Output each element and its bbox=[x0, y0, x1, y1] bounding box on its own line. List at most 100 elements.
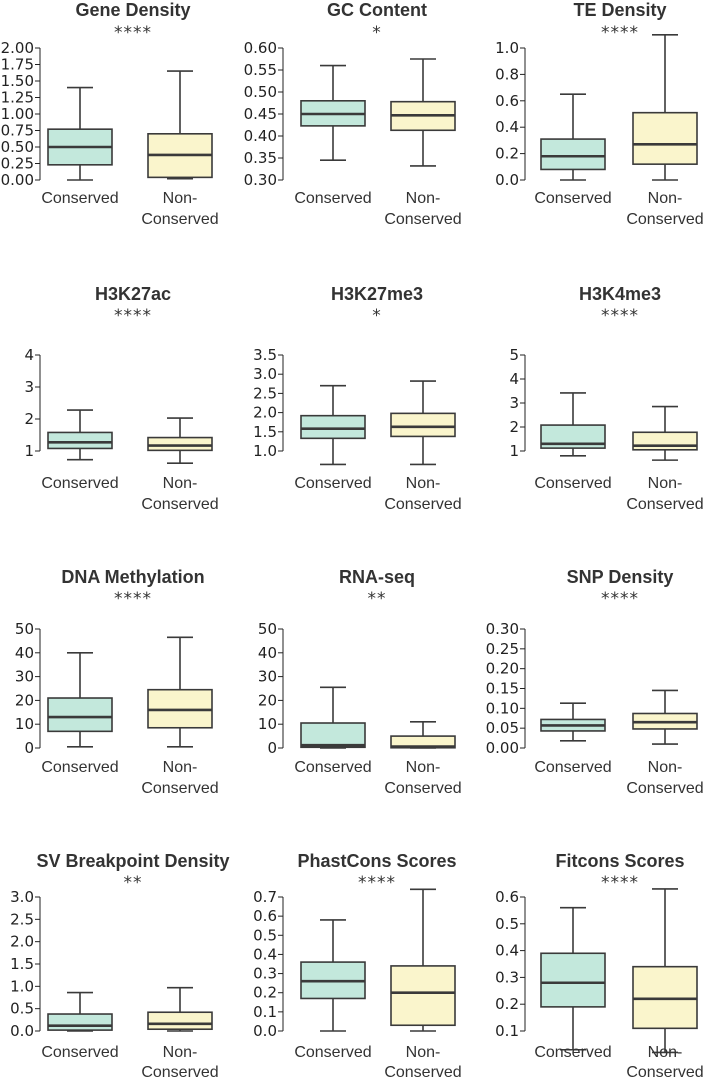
chart-title: H3K27ac bbox=[95, 284, 171, 304]
y-tick-label: 1.5 bbox=[253, 423, 277, 441]
y-tick-label: 1.0 bbox=[495, 39, 519, 57]
box-conserved bbox=[47, 431, 113, 450]
y-tick-label: 0.4 bbox=[253, 945, 277, 963]
x-tick-label: Non- bbox=[648, 1044, 683, 1061]
y-tick-label: 0.05 bbox=[486, 719, 519, 737]
x-tick-label: Conserved bbox=[626, 211, 703, 228]
y-tick-label: 0.3 bbox=[495, 968, 519, 986]
x-tick-label: Conserved bbox=[384, 780, 461, 797]
y-tick-label: 0.2 bbox=[495, 995, 519, 1013]
box-conserved bbox=[47, 1013, 113, 1031]
y-tick-label: 2 bbox=[24, 410, 34, 428]
x-tick-label: Conserved bbox=[294, 759, 371, 776]
y-tick-label: 50 bbox=[258, 620, 277, 638]
y-tick-label: 0.25 bbox=[486, 640, 519, 658]
box-conserved bbox=[47, 697, 113, 733]
x-tick-label: Conserved bbox=[626, 1064, 703, 1077]
y-tick-label: 3 bbox=[24, 378, 34, 396]
y-tick-label: 1.75 bbox=[1, 56, 34, 74]
x-tick-label: Conserved bbox=[384, 1064, 461, 1077]
y-tick-label: 1.5 bbox=[10, 955, 34, 973]
y-tick-label: 0.3 bbox=[253, 965, 277, 983]
y-tick-label: 0.40 bbox=[244, 127, 277, 145]
x-tick-label: Conserved bbox=[626, 496, 703, 513]
y-tick-label: 50 bbox=[15, 620, 34, 638]
chart-panel: TE Density **** 0.0 0.2 0.4 0.6 0.8 1.0 Conserve… bbox=[495, 0, 704, 228]
y-tick-label: 30 bbox=[258, 668, 277, 686]
box-non-conserved bbox=[632, 431, 698, 451]
y-tick-label: 0.4 bbox=[495, 942, 519, 960]
significance-label: * bbox=[372, 23, 382, 43]
x-tick-label: Conserved bbox=[534, 190, 611, 207]
y-tick-label: 0.0 bbox=[495, 171, 519, 189]
y-tick-label: 20 bbox=[258, 691, 277, 709]
y-tick-label: 0.15 bbox=[486, 680, 519, 698]
box-conserved bbox=[540, 952, 606, 1008]
y-tick-label: 0.35 bbox=[244, 149, 277, 167]
significance-label: **** bbox=[601, 873, 639, 893]
y-tick-label: 10 bbox=[15, 715, 34, 733]
box-conserved bbox=[540, 138, 606, 171]
box-conserved bbox=[300, 414, 366, 440]
y-tick-label: 0.50 bbox=[1, 138, 34, 156]
chart-panel: DNA Methylation**** 0 10 20 30 40 50 Conserved N… bbox=[15, 567, 219, 797]
x-tick-label: Non- bbox=[648, 475, 683, 492]
y-tick-label: 1 bbox=[24, 442, 34, 460]
significance-label: **** bbox=[601, 589, 639, 609]
y-tick-label: 0.00 bbox=[1, 171, 34, 189]
y-tick-label: 2.5 bbox=[10, 910, 34, 928]
y-tick-label: 0.60 bbox=[244, 39, 277, 57]
x-tick-label: Conserved bbox=[294, 1044, 371, 1061]
box-conserved bbox=[300, 722, 366, 749]
y-tick-label: 0.30 bbox=[244, 171, 277, 189]
x-tick-label: Conserved bbox=[41, 190, 118, 207]
significance-label: **** bbox=[601, 23, 639, 43]
x-tick-label: Non- bbox=[406, 190, 441, 207]
y-tick-label: 1.0 bbox=[10, 977, 34, 995]
x-tick-label: Conserved bbox=[41, 1044, 118, 1061]
significance-label: **** bbox=[114, 589, 152, 609]
y-tick-label: 0.2 bbox=[253, 984, 277, 1002]
x-tick-label: Conserved bbox=[141, 780, 218, 797]
y-tick-label: 0.5 bbox=[253, 926, 277, 944]
y-tick-label: 1.50 bbox=[1, 72, 34, 90]
y-tick-label: 0.00 bbox=[486, 739, 519, 757]
y-tick-label: 0 bbox=[24, 739, 34, 757]
y-tick-label: 0.0 bbox=[10, 1022, 34, 1040]
x-tick-label: Conserved bbox=[534, 475, 611, 492]
chart-title: Fitcons Scores bbox=[555, 851, 684, 871]
chart-panel: Gene Density **** 0.000.250.500.751.001.25… bbox=[1, 0, 219, 228]
y-tick-label: 0.6 bbox=[495, 92, 519, 110]
x-tick-label: Non- bbox=[163, 475, 198, 492]
y-tick-label: 0.6 bbox=[495, 888, 519, 906]
y-tick-label: 0.8 bbox=[495, 65, 519, 83]
chart-title: PhastCons Scores bbox=[297, 851, 456, 871]
y-tick-label: 0.50 bbox=[244, 83, 277, 101]
x-tick-label: Non- bbox=[648, 759, 683, 776]
y-tick-label: 2.0 bbox=[10, 933, 34, 951]
chart-title: RNA-seq bbox=[339, 567, 415, 587]
significance-label: ** bbox=[368, 589, 387, 609]
chart-panel: GC Content * 0.30 0.35 0.40 0.45 0.50 0.55 0.60 C… bbox=[244, 0, 462, 228]
x-tick-label: Non- bbox=[648, 190, 683, 207]
x-tick-label: Non- bbox=[406, 1044, 441, 1061]
x-tick-label: Conserved bbox=[41, 759, 118, 776]
y-tick-label: 1 bbox=[509, 442, 519, 460]
box-non-conserved bbox=[390, 412, 456, 438]
x-tick-label: Non- bbox=[406, 475, 441, 492]
y-tick-label: 0.75 bbox=[1, 122, 34, 140]
box-non-conserved bbox=[632, 965, 698, 1030]
x-tick-label: Conserved bbox=[384, 211, 461, 228]
y-tick-label: 5 bbox=[509, 346, 519, 364]
y-tick-label: 0.2 bbox=[495, 145, 519, 163]
chart-panel: RNA-seq** 0 10 20 30 40 50 Conserved Non- Conserv… bbox=[258, 567, 462, 797]
x-tick-label: Conserved bbox=[141, 1064, 218, 1077]
x-tick-label: Conserved bbox=[141, 211, 218, 228]
chart-panel: PhastCons Scores****0.00.10.20.30.40.50.… bbox=[253, 851, 462, 1077]
chart-panel: Fitcons Scores**** 0.1 0.2 0.3 0.4 0.5 0.6 Cons… bbox=[495, 851, 704, 1077]
y-tick-label: 20 bbox=[15, 691, 34, 709]
y-tick-label: 0.6 bbox=[253, 907, 277, 925]
chart-title: GC Content bbox=[327, 0, 427, 20]
x-tick-label: Conserved bbox=[534, 759, 611, 776]
